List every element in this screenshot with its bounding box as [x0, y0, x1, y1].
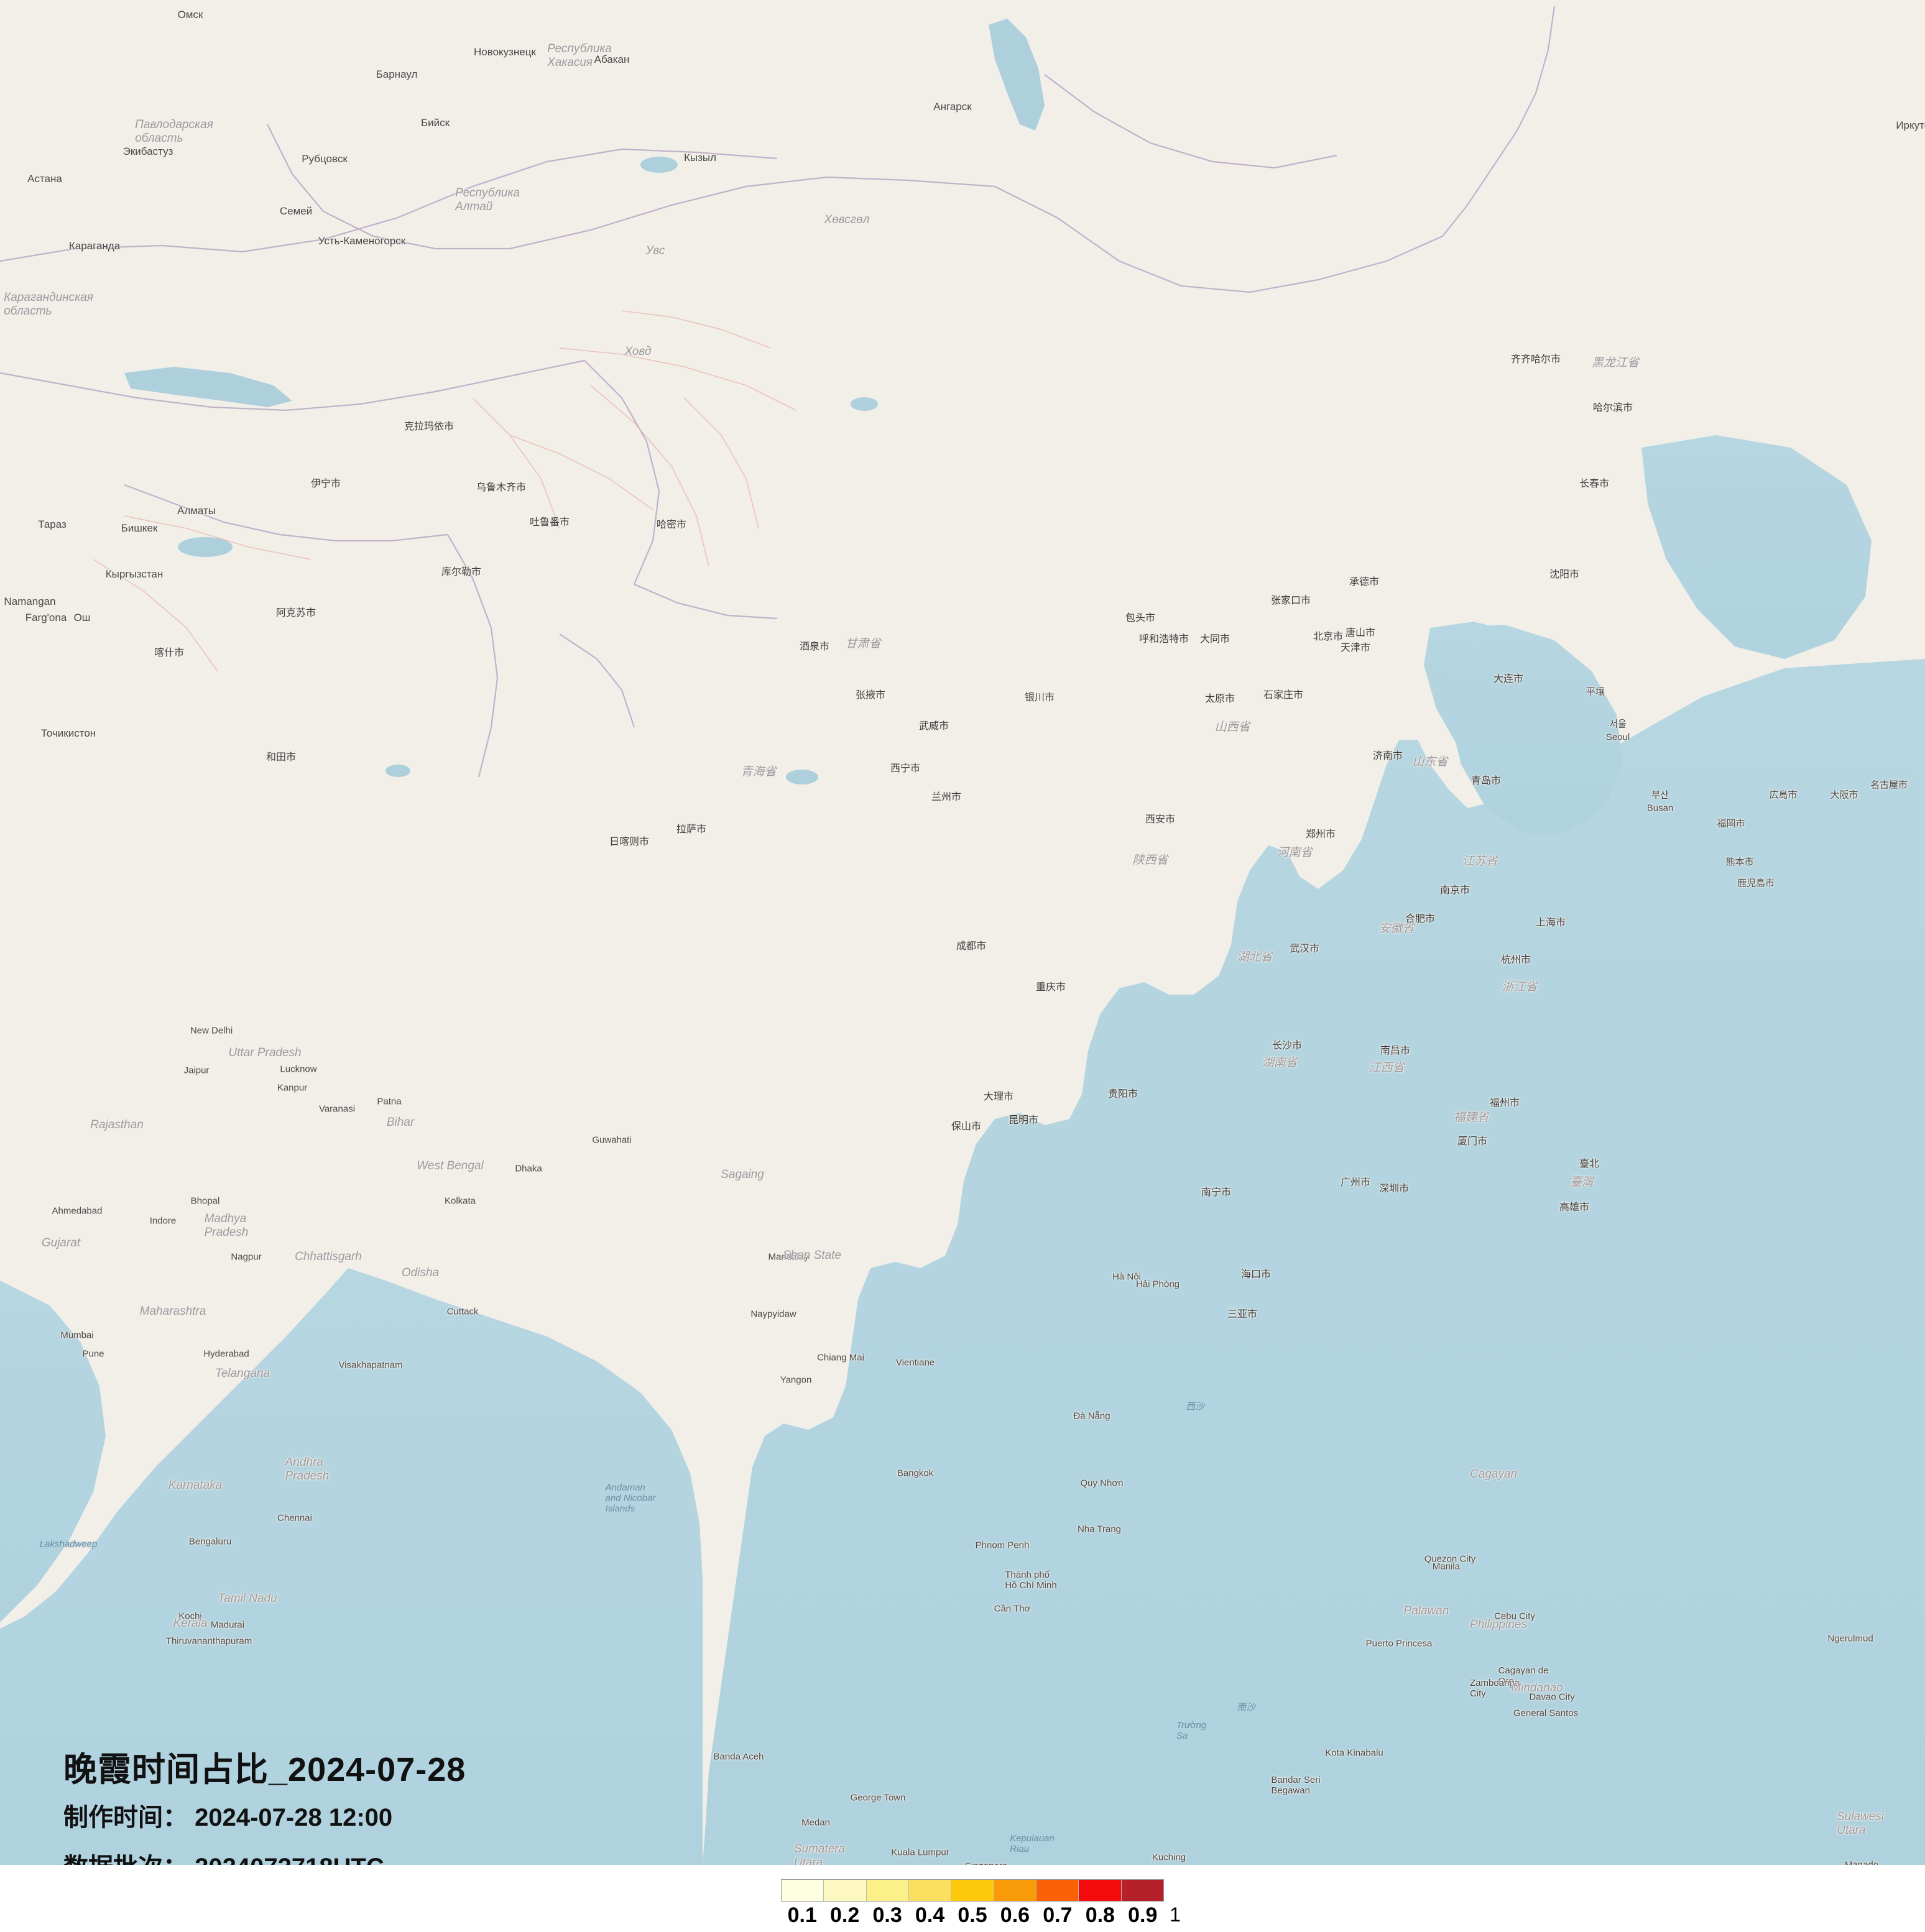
colorbar-tick-0.5: 0.5 [958, 1903, 987, 1927]
colorbar-cell-0.9 [1121, 1880, 1163, 1901]
data-batch-line: 数据批次： 2024072718UTC [63, 1855, 466, 1865]
colorbar-cell-0.4 [908, 1880, 952, 1901]
colorbar-cell-0.7 [1036, 1880, 1079, 1901]
colorbar-tick-0.2: 0.2 [830, 1903, 860, 1927]
colorbar-tick-0.7: 0.7 [1043, 1903, 1073, 1927]
colorbar-tick-0.1: 0.1 [787, 1903, 817, 1927]
production-time-line: 制作时间： 2024-07-28 12:00 [63, 1804, 393, 1831]
forecast-data-raster [0, 0, 1925, 1865]
colorbar-cell-0.3 [866, 1880, 909, 1901]
colorbar-tick-0.8: 0.8 [1085, 1903, 1115, 1927]
map-title: 晚霞时间占比_2024-07-28 [63, 1751, 466, 1788]
colorbar-tick-labels: 0.1 0.2 0.3 0.4 0.5 0.6 0.7 0.8 0.9 1 [781, 1903, 1206, 1928]
colorbar-tick-0.3: 0.3 [872, 1903, 902, 1927]
colorbar-tick-0.6: 0.6 [1000, 1903, 1030, 1927]
colorbar-tick-1: 1 [1170, 1903, 1181, 1926]
colorbar-tick-0.4: 0.4 [915, 1903, 945, 1927]
colorbar-area: 0.1 0.2 0.3 0.4 0.5 0.6 0.7 0.8 0.9 1 [0, 1865, 1925, 1932]
colorbar-cell-0.2 [824, 1880, 867, 1901]
colorbar-strip [781, 1879, 1164, 1902]
colorbar-cell-0.8 [1079, 1880, 1122, 1901]
map-caption-block: 晚霞时间占比_2024-07-28 制作时间： 2024-07-28 12:00… [63, 1753, 466, 1865]
colorbar-cell-0.6 [994, 1880, 1036, 1901]
colorbar-cell-0.5 [951, 1880, 994, 1901]
map-viewport[interactable]: Омск Новокузнецк Барнаул Бийск Рубцовск Семей… [0, 0, 1925, 1865]
colorbar-cell-0.1 [782, 1880, 824, 1901]
colorbar-tick-0.9: 0.9 [1128, 1903, 1158, 1927]
